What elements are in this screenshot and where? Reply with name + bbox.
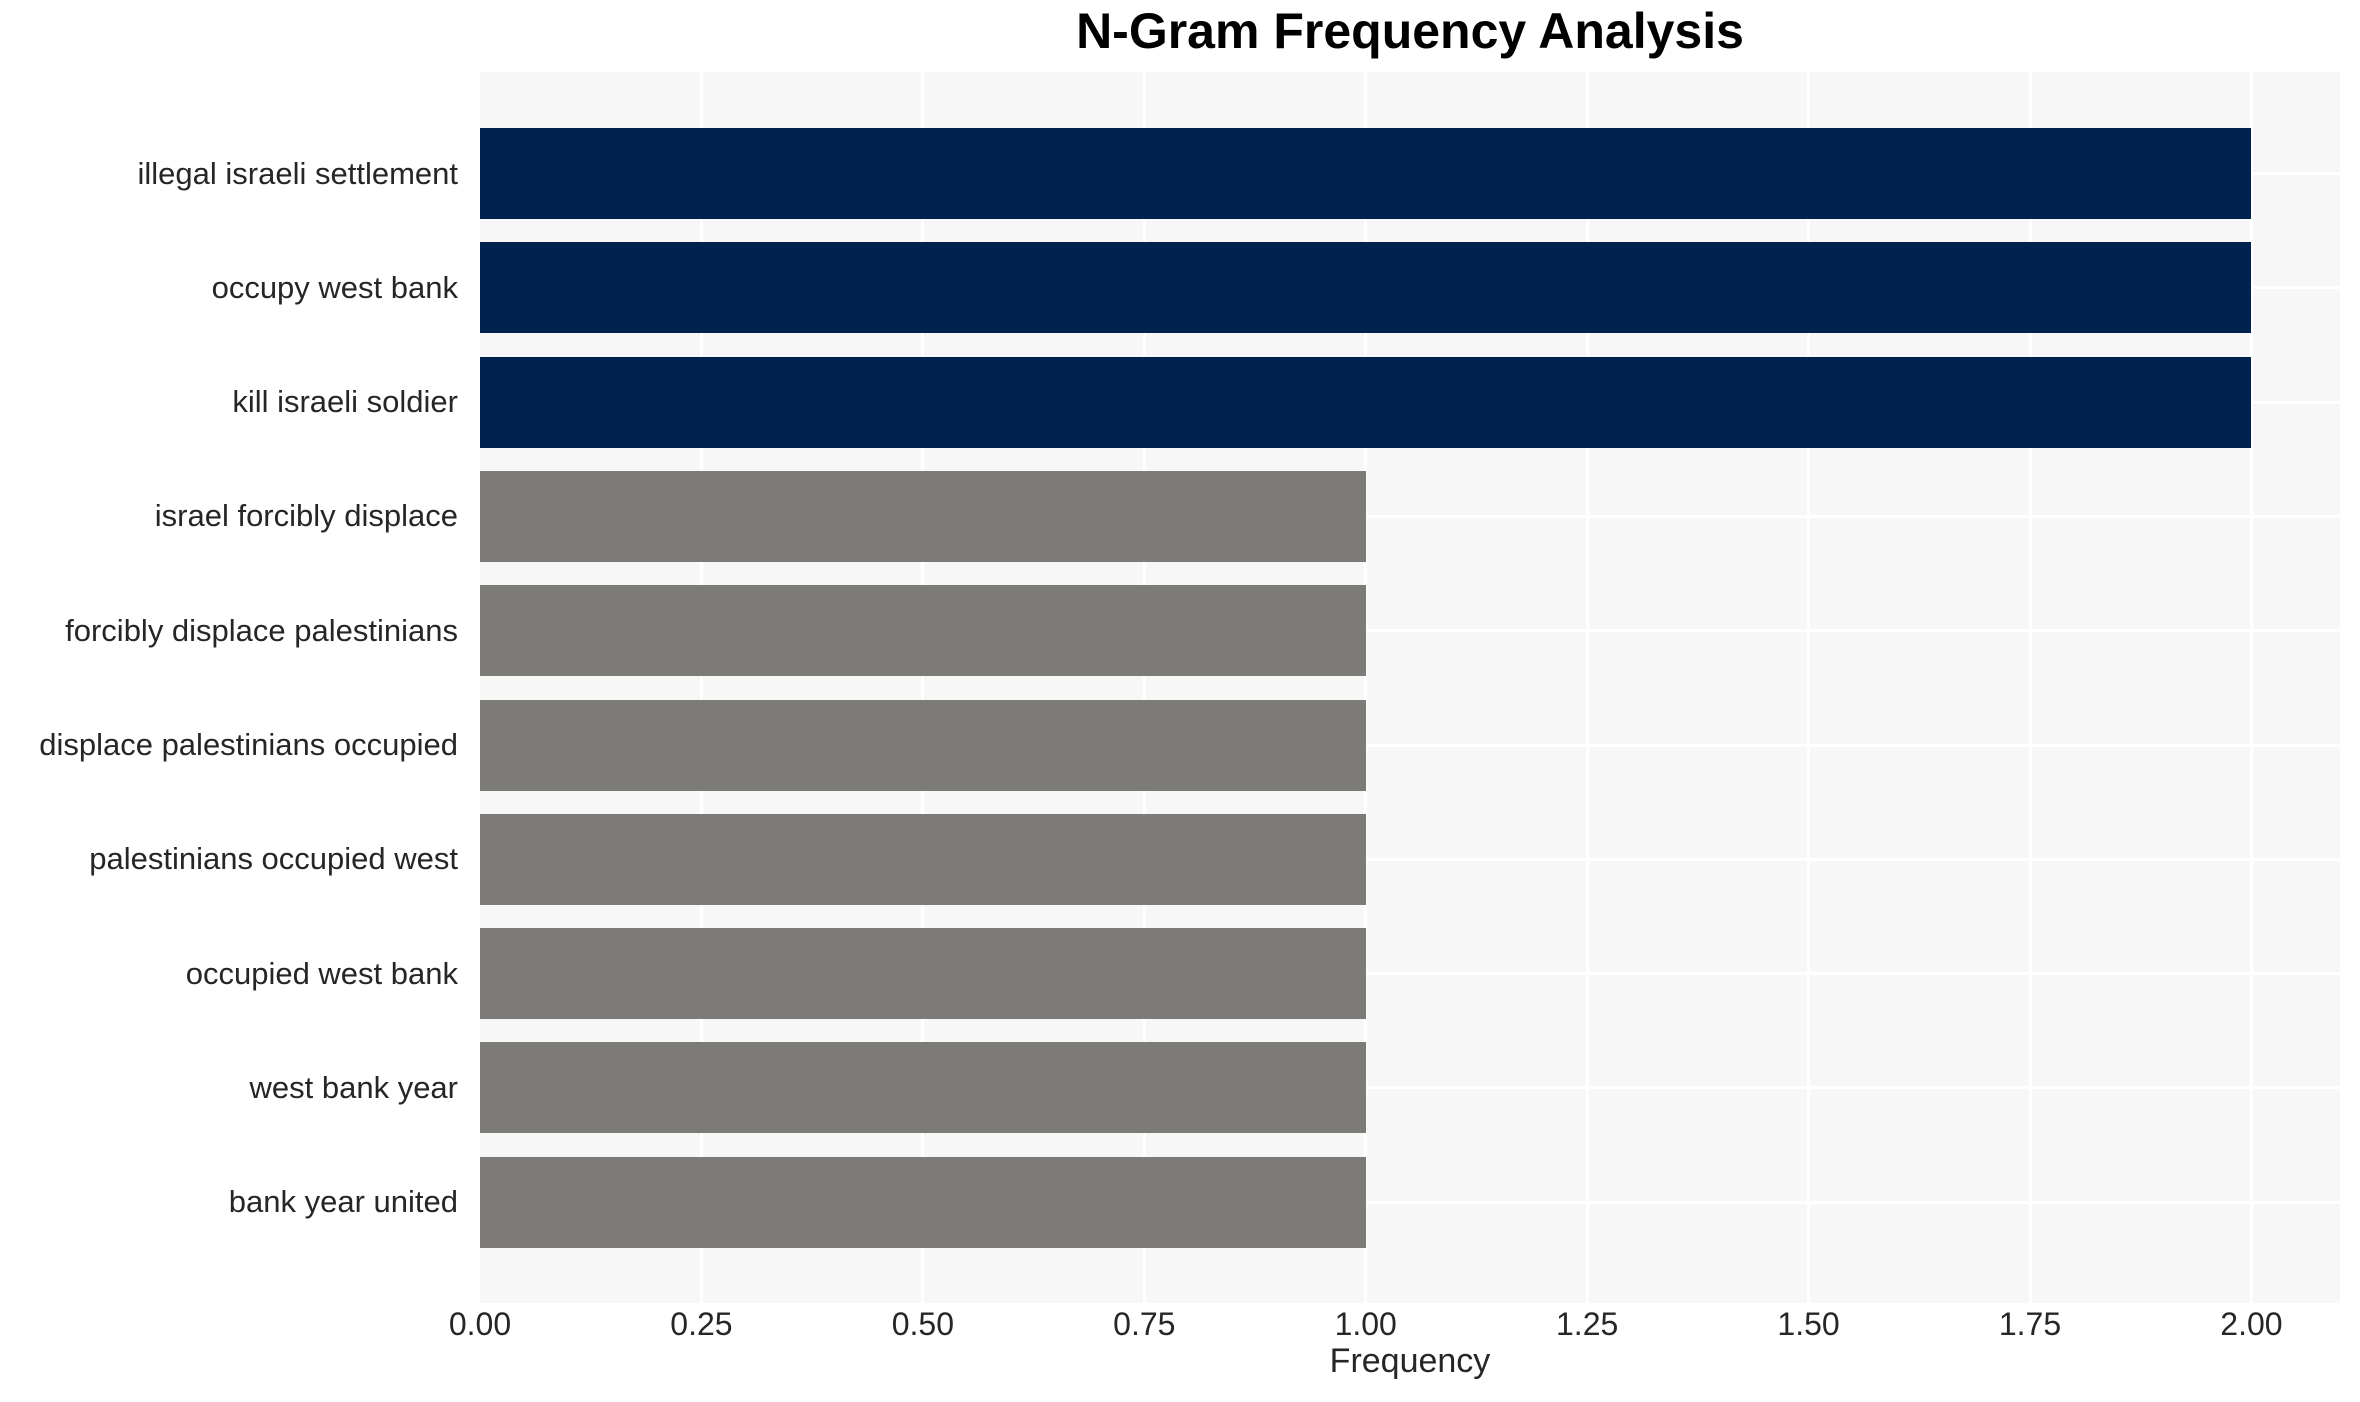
y-axis-tick-label: israel forcibly displace [154, 498, 458, 534]
gridline-vertical [1807, 72, 1811, 1303]
bar [480, 699, 1366, 791]
gridline-vertical [1364, 72, 1368, 1303]
y-axis-tick-label: bank year united [228, 1184, 458, 1220]
bar [480, 356, 2252, 448]
x-axis-tick-label: 1.00 [1334, 1306, 1397, 1342]
bar [480, 242, 2252, 334]
y-axis-tick-label: forcibly displace palestinians [65, 612, 458, 648]
x-axis-tick-label: 0.25 [670, 1306, 733, 1342]
chart-title: N-Gram Frequency Analysis [1076, 3, 1744, 59]
plot-area [480, 72, 2340, 1303]
y-axis-tick-label: displace palestinians occupied [39, 727, 458, 762]
gridline-vertical [1585, 72, 1589, 1303]
bar [480, 928, 1366, 1020]
x-axis-tick-label: 0.50 [891, 1306, 954, 1342]
bar [480, 128, 2252, 219]
gridline-horizontal [480, 857, 2340, 861]
bar [480, 585, 1366, 677]
gridline-horizontal [480, 629, 2340, 633]
gridline-vertical [921, 72, 925, 1303]
y-axis-tick-label: palestinians occupied west [89, 841, 458, 877]
bar [480, 1042, 1366, 1134]
gridline-horizontal [480, 514, 2340, 518]
x-axis-tick-label: 0.00 [448, 1306, 512, 1342]
x-axis-tick-label: 1.75 [1998, 1306, 2062, 1342]
gridline-vertical [2249, 72, 2253, 1303]
bar [480, 470, 1366, 562]
gridline-vertical [699, 72, 703, 1303]
x-axis-tick-label: 1.50 [1777, 1306, 1840, 1342]
y-axis-tick-label: kill israeli soldier [232, 384, 458, 420]
gridline-horizontal [480, 1200, 2340, 1204]
x-axis-tick-label: 1.25 [1556, 1306, 1619, 1342]
gridline-vertical [2028, 72, 2032, 1303]
y-axis-tick-label: illegal israeli settlement [137, 155, 458, 191]
y-axis-tick-label: occupied west bank [185, 955, 458, 991]
x-axis-tick-label: 0.75 [1113, 1306, 1176, 1342]
y-axis-tick-label: west bank year [249, 1069, 459, 1105]
x-axis-tick-label: 2.00 [2220, 1306, 2283, 1342]
bar [480, 813, 1366, 905]
gridline-horizontal [480, 743, 2340, 747]
bar [480, 1156, 1366, 1248]
gridline-horizontal [480, 1086, 2340, 1090]
x-axis-title: Frequency [1329, 1342, 1491, 1380]
gridline-horizontal [480, 972, 2340, 976]
y-axis-tick-label: occupy west bank [211, 269, 458, 305]
gridline-vertical [1142, 72, 1146, 1303]
